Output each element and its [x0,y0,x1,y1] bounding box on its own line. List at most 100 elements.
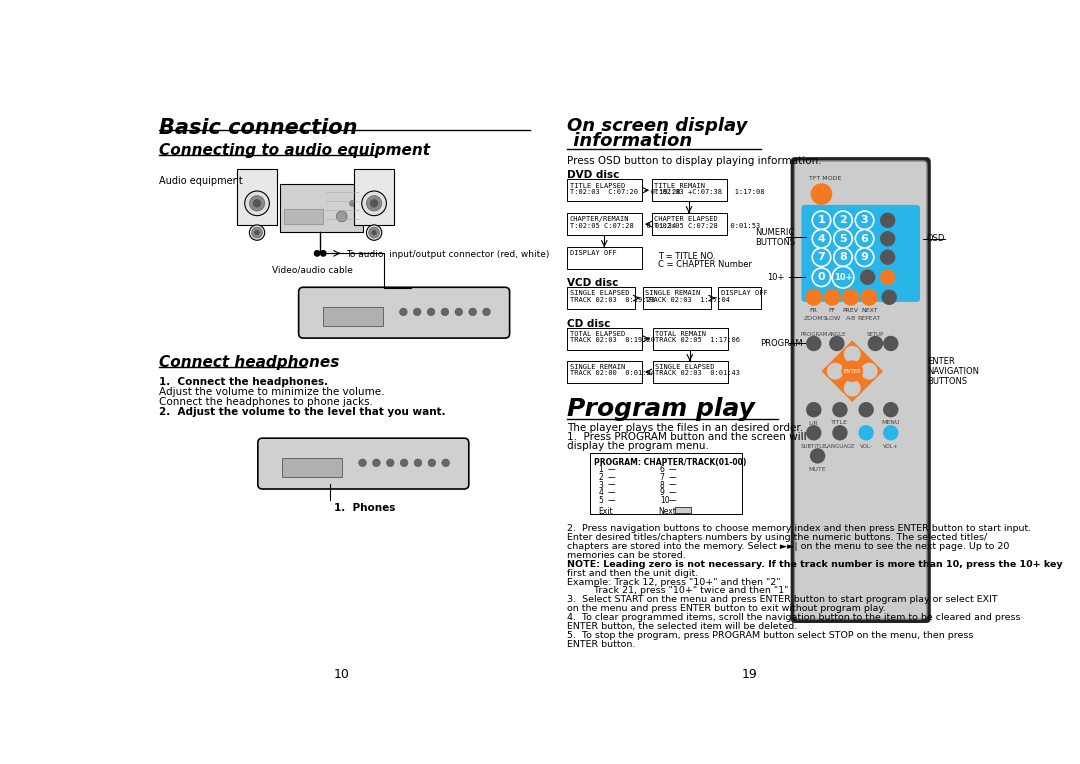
Circle shape [860,270,876,285]
Bar [567,328,642,350]
Text: 2.  Press navigation buttons to choose memory index and then press ENTER button : 2. Press navigation buttons to choose me… [567,524,1031,533]
Text: TRACK 02:03  0:19:20: TRACK 02:03 0:19:20 [569,338,654,343]
Text: 1.  Press PROGRAM button and the screen will: 1. Press PROGRAM button and the screen w… [567,432,807,442]
Circle shape [414,308,421,316]
Text: LANGUAGE: LANGUAGE [825,444,855,448]
Circle shape [859,425,874,441]
Bar [567,287,635,309]
Bar [282,458,341,477]
Text: 9: 9 [660,488,664,497]
Text: 7: 7 [660,473,664,482]
Text: TRACK 02:03  0:01:43: TRACK 02:03 0:01:43 [656,371,740,377]
Text: 4: 4 [598,488,603,497]
Text: T:02:05 C:07:28   0:01:53: T:02:05 C:07:28 0:01:53 [654,222,760,228]
Text: SINGLE ELAPSED: SINGLE ELAPSED [569,290,630,296]
Circle shape [362,191,387,215]
Circle shape [841,361,863,382]
Text: ZOOM: ZOOM [804,316,824,322]
Circle shape [469,308,476,316]
Text: NEXT: NEXT [861,308,878,313]
Text: information: information [567,132,692,151]
Bar [652,361,728,383]
Text: 4.  To clear programmed items, scroll the navigation button to the item to be cl: 4. To clear programmed items, scroll the… [567,613,1021,622]
Text: TITLE ELAPSED: TITLE ELAPSED [569,183,625,189]
Text: The player plays the files in an desired order.: The player plays the files in an desired… [567,422,804,432]
Circle shape [359,459,366,467]
Circle shape [834,248,852,267]
Text: 3.  Select START on the menu and press ENTER button to start program play or sel: 3. Select START on the menu and press EN… [567,595,998,604]
Text: T:02:03  C:07:20   0:19:28: T:02:03 C:07:20 0:19:28 [569,189,680,195]
Bar [323,307,382,325]
Circle shape [442,459,449,467]
Circle shape [249,225,265,241]
Circle shape [842,289,860,306]
Circle shape [428,308,435,316]
Text: —: — [607,488,615,497]
Text: DISPLAY OFF: DISPLAY OFF [569,251,617,256]
Text: Adjust the volume to minimize the volume.: Adjust the volume to minimize the volume… [159,387,384,397]
Text: TRACK 02:00  0:01:24: TRACK 02:00 0:01:24 [569,371,654,377]
Text: —: — [669,488,677,497]
Text: OSD: OSD [927,235,945,243]
Circle shape [883,402,899,417]
Circle shape [370,199,378,207]
Bar [643,287,711,309]
Text: FF: FF [828,308,836,313]
Text: 10: 10 [660,496,670,505]
Text: T:02:05 C:07:28   0:01:34: T:02:05 C:07:28 0:01:34 [569,222,676,228]
Circle shape [855,248,874,267]
Circle shape [811,183,833,205]
Circle shape [336,211,347,222]
Text: ANGLE: ANGLE [827,332,846,337]
Bar [280,184,363,231]
Text: 6: 6 [660,465,664,474]
Circle shape [441,308,449,316]
Text: BUTTONS: BUTTONS [927,377,967,386]
Circle shape [833,267,854,288]
Text: SETUP: SETUP [866,332,885,337]
Text: PROGRAM: PROGRAM [760,339,802,348]
Circle shape [368,227,379,238]
Text: 8: 8 [839,252,847,262]
Bar [567,180,642,201]
Text: TFT MODE: TFT MODE [809,176,841,180]
Circle shape [843,380,861,397]
Text: —: — [669,473,677,482]
Text: PROGRAM: PROGRAM [800,332,827,337]
Text: Basic connection: Basic connection [159,118,357,138]
Text: MENU: MENU [881,420,900,426]
Text: Audio equipment: Audio equipment [159,176,243,186]
Bar [718,287,760,309]
Bar [237,170,278,225]
Circle shape [881,290,896,305]
Circle shape [428,459,435,467]
Text: VOL+: VOL+ [883,444,899,448]
Circle shape [855,211,874,229]
Text: T:02:03 +C:07:38   1:17:08: T:02:03 +C:07:38 1:17:08 [654,189,765,195]
FancyBboxPatch shape [801,205,920,302]
Circle shape [252,227,262,238]
FancyBboxPatch shape [299,287,510,338]
Circle shape [806,289,822,306]
Circle shape [880,231,895,247]
Text: 5.  To stop the program, press PROGRAM button select STOP on the menu, then pres: 5. To stop the program, press PROGRAM bu… [567,630,974,639]
Circle shape [883,425,899,441]
Text: SINGLE REMAIN: SINGLE REMAIN [569,364,625,371]
Bar [591,453,742,514]
Bar [652,328,728,350]
Circle shape [883,335,899,351]
Text: A-B: A-B [846,316,856,322]
Text: TOTAL ELAPSED: TOTAL ELAPSED [569,331,625,337]
Text: —: — [669,496,677,505]
Text: VCD disc: VCD disc [567,278,619,288]
Circle shape [812,268,831,286]
Circle shape [366,196,382,211]
Text: TOTAL REMAIN: TOTAL REMAIN [656,331,706,337]
Circle shape [843,346,861,363]
Circle shape [372,230,377,235]
Text: CD disc: CD disc [567,319,610,329]
Circle shape [859,402,874,417]
Text: 2: 2 [598,473,603,482]
Circle shape [806,402,822,417]
Text: DISPLAY OFF: DISPLAY OFF [720,290,767,296]
